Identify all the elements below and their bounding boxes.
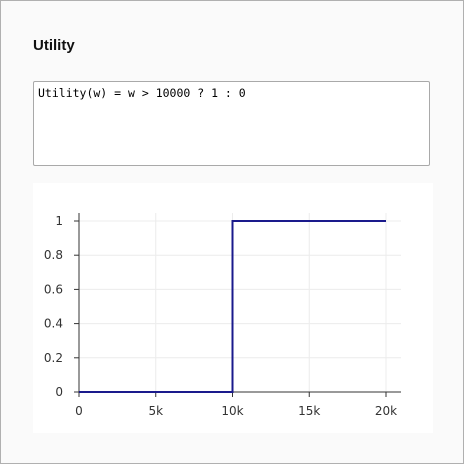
x-tick-label: 10k xyxy=(221,404,243,418)
x-tick-label: 0 xyxy=(75,404,83,418)
chart-axes xyxy=(74,213,401,397)
y-tick-label: 0.8 xyxy=(44,248,63,262)
y-tick-label: 1 xyxy=(55,214,63,228)
chart-tick-labels: 0 5k 10k 15k 20k 0 0.2 0.4 0.6 0.8 1 xyxy=(44,214,397,418)
panel-title: Utility xyxy=(33,37,75,54)
chart-series xyxy=(79,220,386,393)
x-tick-label: 5k xyxy=(148,404,163,418)
x-tick-label: 15k xyxy=(298,404,320,418)
utility-series-line xyxy=(79,220,386,393)
y-tick-label: 0.4 xyxy=(44,317,63,331)
utility-formula-editor[interactable]: Utility(w) = w > 10000 ? 1 : 0 xyxy=(33,81,430,166)
utility-chart-svg: 0 5k 10k 15k 20k 0 0.2 0.4 0.6 0.8 1 xyxy=(44,213,401,418)
chart-grid xyxy=(79,213,401,392)
utility-chart: 0 5k 10k 15k 20k 0 0.2 0.4 0.6 0.8 1 xyxy=(33,183,433,433)
x-tick-label: 20k xyxy=(375,404,397,418)
y-tick-label: 0.6 xyxy=(44,282,63,296)
y-tick-label: 0 xyxy=(55,385,63,399)
y-tick-label: 0.2 xyxy=(44,351,63,365)
